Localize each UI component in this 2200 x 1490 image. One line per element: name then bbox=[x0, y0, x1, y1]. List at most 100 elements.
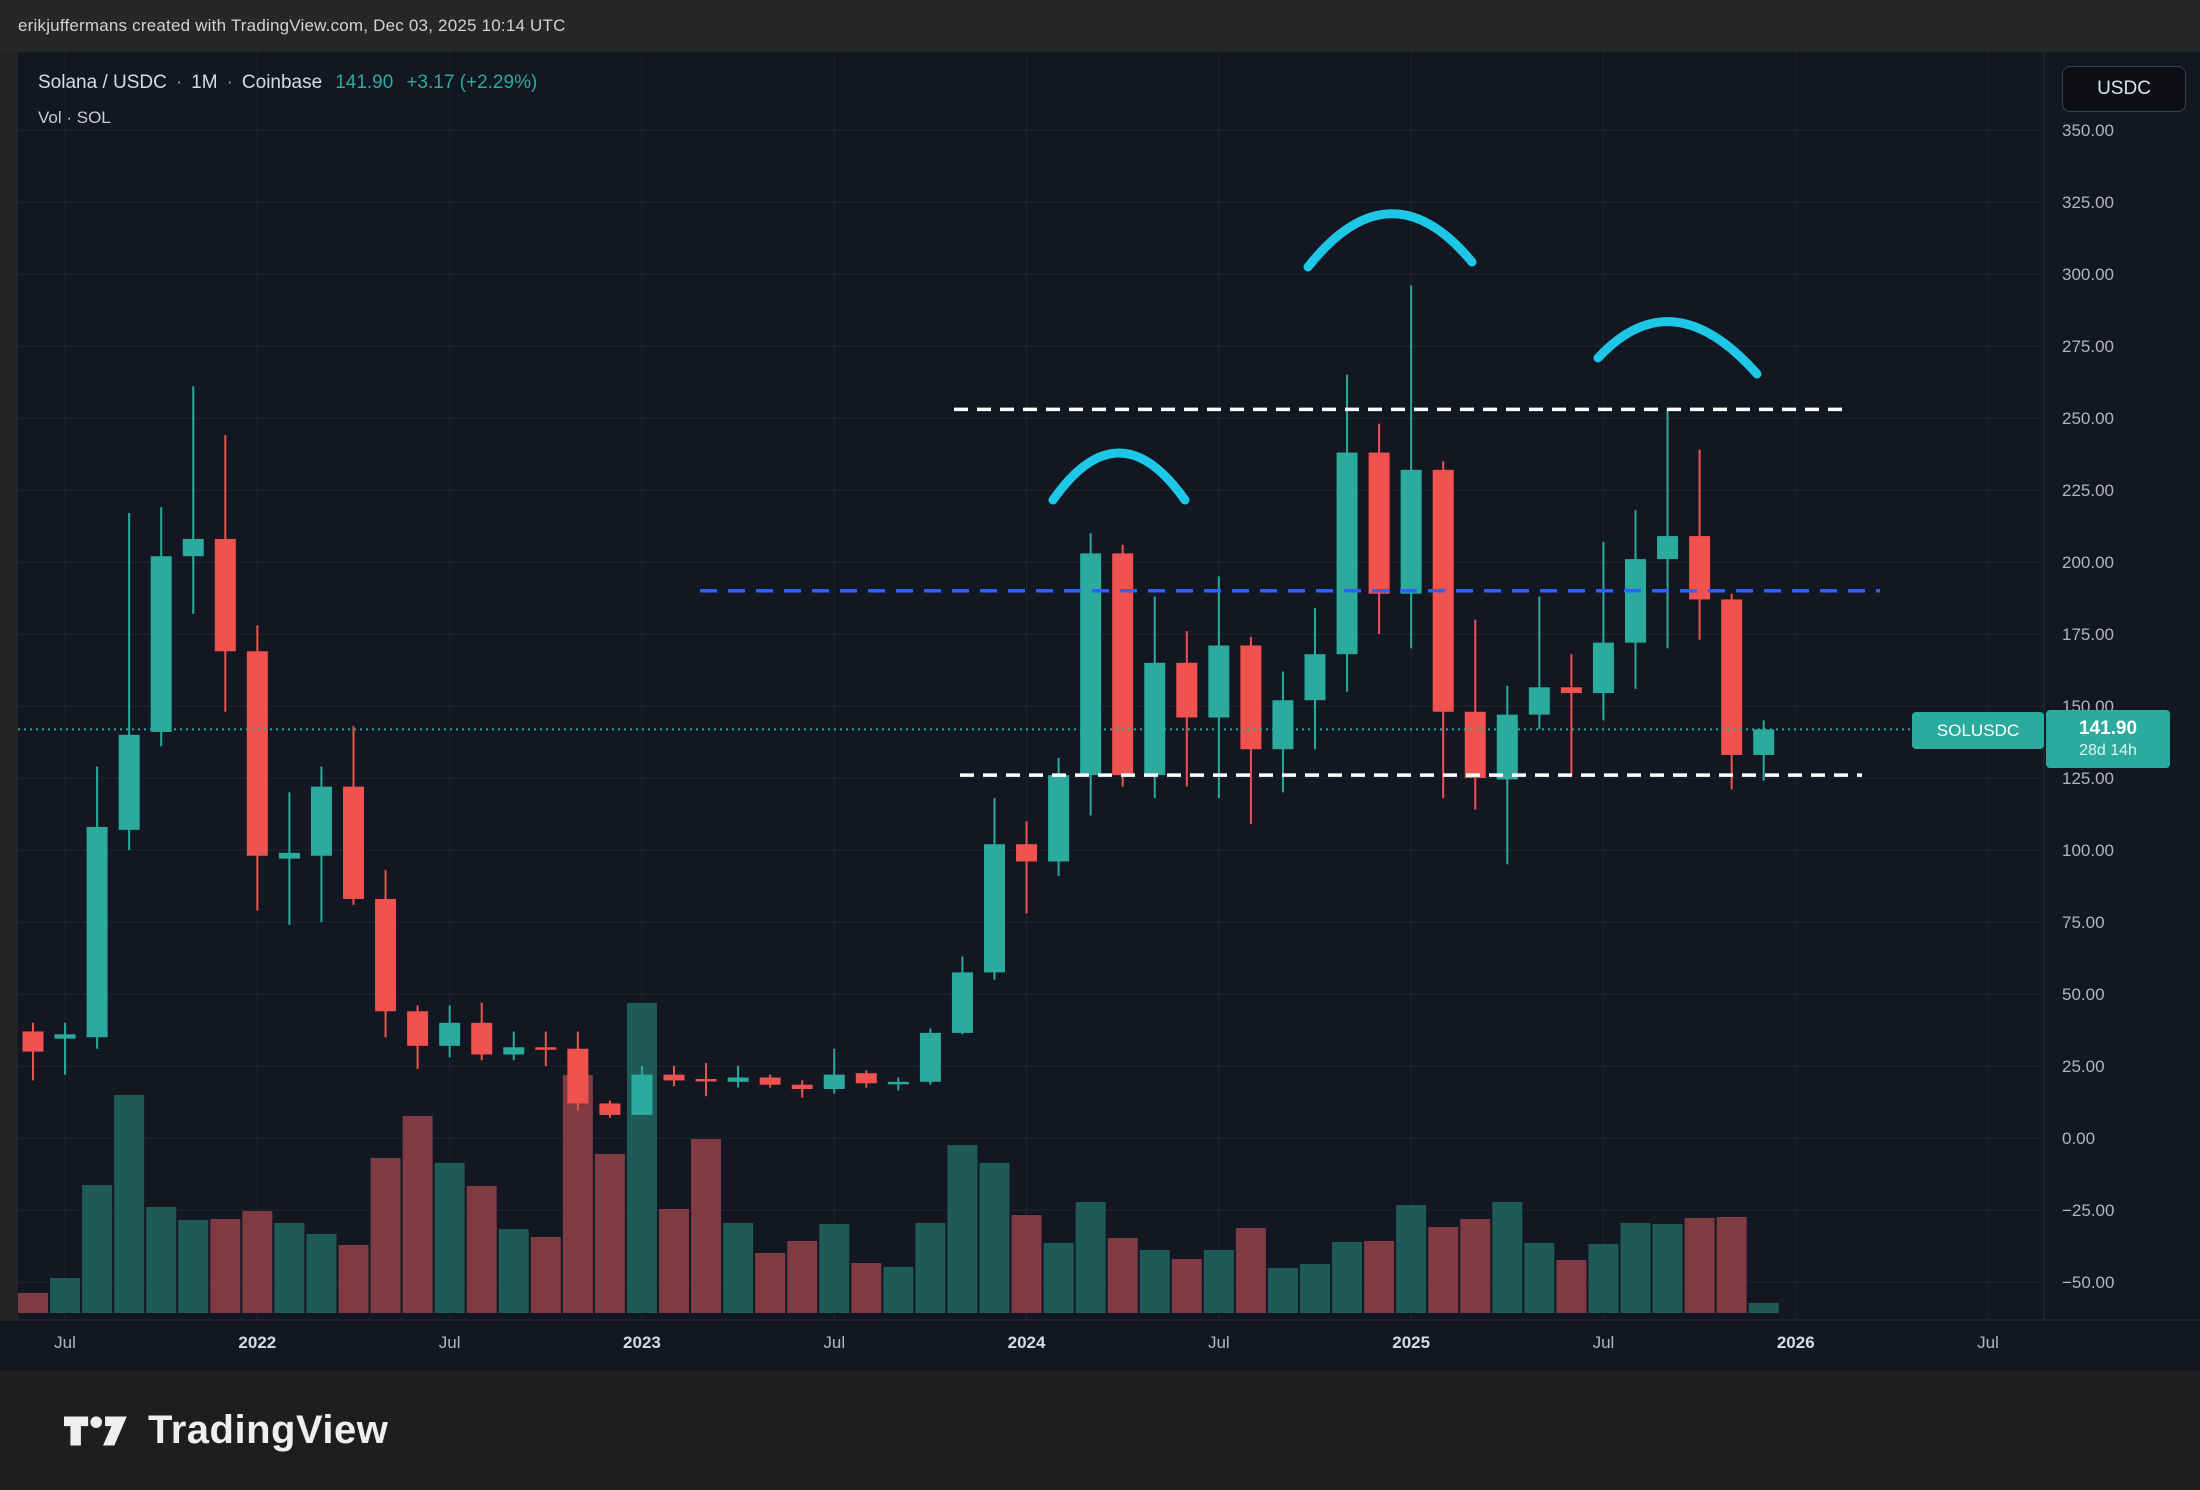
volume-bar bbox=[1620, 1223, 1651, 1313]
volume-bar bbox=[851, 1263, 882, 1313]
price-axis-tick: 325.00 bbox=[2062, 193, 2114, 212]
volume-bar bbox=[947, 1145, 978, 1313]
candle-body bbox=[182, 538, 204, 557]
chart-region: 350.00 325.00 300.00 275.00 250.00 225.00 200.… bbox=[0, 52, 2200, 1371]
candle-body bbox=[118, 734, 140, 830]
price-axis-tick: 50.00 bbox=[2062, 985, 2105, 1004]
price-axis-tick: 0.00 bbox=[2062, 1129, 2095, 1148]
candle-body bbox=[375, 898, 397, 1012]
price-axis-tick: 200.00 bbox=[2062, 553, 2114, 572]
time-axis-tick: Jul bbox=[54, 1333, 76, 1352]
volume-bar bbox=[979, 1163, 1010, 1313]
volume-bar bbox=[1588, 1244, 1619, 1313]
volume-bar bbox=[466, 1186, 497, 1313]
candle-body bbox=[1368, 452, 1390, 594]
candle-body bbox=[439, 1022, 461, 1046]
price-axis-current-label: 141.90 28d 14h bbox=[2046, 710, 2170, 768]
time-axis-tick: 2026 bbox=[1777, 1333, 1815, 1352]
volume-bar bbox=[883, 1267, 914, 1313]
candle-body bbox=[1721, 599, 1743, 755]
volume-bar bbox=[50, 1278, 81, 1313]
price-change: +3.17 (+2.29%) bbox=[406, 72, 538, 93]
volume-bar bbox=[1396, 1205, 1427, 1313]
volume-bar bbox=[626, 1003, 657, 1313]
volume-bar bbox=[787, 1241, 818, 1313]
candle-body bbox=[1304, 654, 1326, 701]
volume-bar bbox=[1075, 1202, 1106, 1313]
candle-body bbox=[1657, 536, 1679, 560]
price-axis-tick: 225.00 bbox=[2062, 481, 2114, 500]
separator: · bbox=[226, 72, 233, 93]
candle-body bbox=[343, 786, 364, 899]
volume-bar bbox=[1300, 1264, 1330, 1313]
bar-countdown: 28d 14h bbox=[2079, 741, 2137, 759]
volume-bar bbox=[659, 1209, 689, 1313]
time-axis-tick: Jul bbox=[439, 1333, 461, 1352]
candle-body bbox=[1560, 687, 1582, 694]
volume-bar bbox=[1556, 1260, 1587, 1313]
candle-body bbox=[1112, 553, 1134, 776]
candle-body bbox=[278, 852, 300, 859]
time-axis-tick: Jul bbox=[1977, 1333, 1999, 1352]
candle-body bbox=[791, 1084, 813, 1090]
volume-bar bbox=[530, 1237, 561, 1313]
volume-bar bbox=[819, 1224, 850, 1313]
candle-body bbox=[599, 1103, 621, 1115]
volume-bar bbox=[1428, 1227, 1459, 1313]
volume-bar bbox=[1107, 1238, 1138, 1313]
candle-body bbox=[1208, 645, 1230, 718]
candle-body bbox=[984, 844, 1005, 973]
drawn-arc[interactable] bbox=[1593, 317, 1762, 379]
candle-body bbox=[1048, 775, 1070, 862]
price-axis-tick: 175.00 bbox=[2062, 625, 2114, 644]
candle-body bbox=[919, 1032, 941, 1082]
last-price: 141.90 bbox=[335, 72, 394, 93]
candle-body bbox=[310, 786, 332, 856]
chart-canvas[interactable]: 350.00 325.00 300.00 275.00 250.00 225.00 200.… bbox=[0, 52, 2200, 1371]
time-axis-tick: 2024 bbox=[1008, 1333, 1046, 1352]
price-axis-tick: −50.00 bbox=[2062, 1273, 2114, 1292]
candle-body bbox=[695, 1078, 717, 1082]
interval-label[interactable]: 1M bbox=[191, 72, 218, 93]
candle-body bbox=[1625, 559, 1646, 643]
volume-indicator-label[interactable]: Vol · SOL bbox=[38, 108, 111, 127]
volume-bar bbox=[1364, 1241, 1395, 1313]
candle-body bbox=[246, 651, 268, 856]
symbol-header[interactable]: Solana / USDC · 1M · Coinbase 141.90 +3.… bbox=[38, 72, 537, 94]
volume-bar bbox=[562, 1075, 593, 1313]
symbol-name[interactable]: Solana / USDC bbox=[38, 72, 167, 93]
time-axis-tick: Jul bbox=[823, 1333, 845, 1352]
candle-body bbox=[1400, 469, 1422, 594]
volume-bar bbox=[1684, 1218, 1715, 1313]
exchange-label[interactable]: Coinbase bbox=[241, 72, 323, 93]
price-axis-tick: 300.00 bbox=[2062, 265, 2114, 284]
drawn-arc[interactable] bbox=[1048, 448, 1190, 505]
drawn-arc[interactable] bbox=[1303, 209, 1477, 272]
currency-toggle-button[interactable]: USDC bbox=[2062, 66, 2186, 112]
tradingview-wordmark[interactable]: TradingView bbox=[148, 1408, 389, 1452]
candle-body bbox=[503, 1047, 525, 1055]
volume-bar bbox=[915, 1223, 946, 1313]
candle-body bbox=[1272, 700, 1294, 750]
candle-body bbox=[1016, 844, 1038, 862]
volume-bar bbox=[1203, 1250, 1234, 1313]
candle-body bbox=[1753, 729, 1775, 755]
candle-body bbox=[631, 1074, 653, 1115]
candle-body bbox=[22, 1031, 44, 1052]
volume-bar bbox=[1652, 1224, 1683, 1313]
candle-body bbox=[1336, 452, 1358, 655]
candle-body bbox=[567, 1048, 589, 1104]
volume-bar bbox=[242, 1211, 273, 1313]
tradingview-logo-icon[interactable] bbox=[64, 1408, 130, 1454]
volume-bar bbox=[723, 1223, 754, 1313]
time-axis-tick: 2023 bbox=[623, 1333, 661, 1352]
volume-bar bbox=[178, 1220, 209, 1313]
volume-bar bbox=[1171, 1259, 1202, 1313]
time-axis-tick: Jul bbox=[1208, 1333, 1230, 1352]
price-axis-tick: −25.00 bbox=[2062, 1201, 2114, 1220]
candle-body bbox=[407, 1011, 429, 1046]
volume-bar bbox=[402, 1116, 433, 1313]
volume-bar bbox=[594, 1154, 625, 1313]
volume-bar bbox=[114, 1095, 145, 1313]
candle-body bbox=[1689, 536, 1711, 600]
